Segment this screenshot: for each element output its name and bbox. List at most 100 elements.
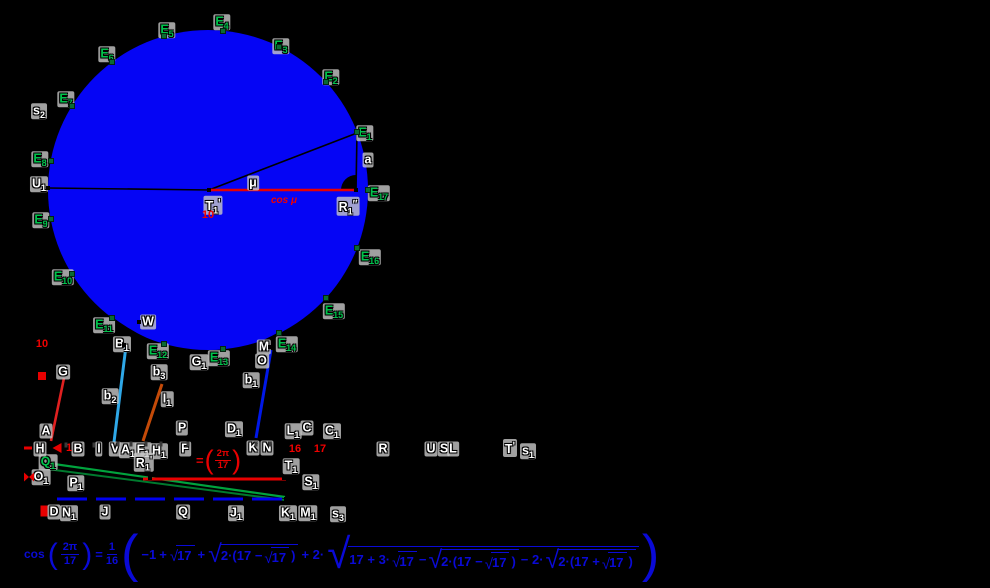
label-R[interactable]: R — [376, 441, 390, 457]
polygon-vertex-point[interactable] — [276, 330, 282, 336]
construction-point[interactable] — [122, 343, 126, 347]
label-O1[interactable]: O1 — [31, 469, 51, 486]
point-E13[interactable]: E13 — [207, 350, 231, 367]
label-C1[interactable]: C1 — [322, 423, 342, 440]
polygon-vertex-point[interactable] — [69, 271, 75, 277]
label-G1[interactable]: G1 — [189, 354, 209, 371]
polygon-vertex-point[interactable] — [365, 187, 371, 193]
label-T1[interactable]: T1 — [282, 458, 300, 475]
label-K[interactable]: K — [246, 440, 260, 456]
label-M1[interactable]: M1 — [298, 505, 318, 522]
label-U[interactable]: U — [424, 441, 438, 457]
polygon-vertex-point[interactable] — [220, 28, 226, 34]
construction-point[interactable] — [284, 497, 288, 501]
label-L[interactable]: L — [447, 441, 459, 457]
label-R1-prime[interactable]: R1' — [133, 452, 155, 473]
label-b1[interactable]: b1 — [242, 372, 260, 389]
label-A1[interactable]: A1 — [118, 442, 138, 459]
polygon-vertex-point[interactable] — [109, 59, 115, 65]
polygon-vertex-point[interactable] — [109, 315, 115, 321]
diameter-line-U1-T1[interactable] — [47, 187, 210, 191]
point-E4[interactable]: E4 — [213, 14, 231, 31]
point-E9[interactable]: E9 — [32, 212, 50, 229]
point-E16[interactable]: E16 — [358, 249, 382, 266]
label-s2[interactable]: s2 — [31, 103, 47, 120]
polygon-vertex-point[interactable] — [323, 295, 329, 301]
label-J1[interactable]: J1 — [228, 505, 244, 522]
black-line-E11-down[interactable] — [109, 319, 124, 438]
label-K1[interactable]: K1 — [278, 505, 298, 522]
label-A[interactable]: A — [39, 423, 53, 439]
label-S1[interactable]: S1 — [302, 474, 320, 491]
point-E3[interactable]: E3 — [272, 38, 290, 54]
label-P[interactable]: P — [175, 420, 189, 436]
polygon-vertex-point[interactable] — [161, 341, 167, 347]
label-G[interactable]: G — [56, 364, 70, 380]
label-mu[interactable]: μ — [247, 175, 259, 191]
cyan-line-b2[interactable] — [112, 345, 128, 443]
mu-equals-2pi-17-expression[interactable]: = ( 2π 17 ) — [196, 447, 241, 474]
label-T-prime[interactable]: T' — [502, 439, 518, 457]
label-O[interactable]: O — [255, 353, 269, 369]
construction-point[interactable] — [137, 320, 141, 324]
point-E17[interactable]: E17 — [367, 185, 391, 202]
label-R1-dblprime[interactable]: R1″ — [336, 196, 360, 217]
polygon-vertex-point[interactable] — [161, 33, 167, 39]
point-E8[interactable]: E8 — [31, 151, 49, 168]
construction-point[interactable] — [46, 186, 50, 190]
point-E7[interactable]: E7 — [57, 91, 75, 108]
label-J[interactable]: J — [99, 504, 111, 520]
point-E11[interactable]: E11 — [93, 317, 115, 334]
polygon-vertex-point[interactable] — [354, 245, 360, 251]
polygon-vertex-point[interactable] — [276, 44, 282, 50]
label-L1[interactable]: L1 — [284, 423, 302, 440]
green-line-O1-K1[interactable] — [46, 468, 286, 501]
label-C[interactable]: C — [300, 420, 314, 436]
label-b3[interactable]: b3 — [150, 364, 168, 381]
polygon-vertex-point[interactable] — [48, 216, 54, 222]
polygon-vertex-point[interactable] — [220, 346, 226, 352]
construction-point[interactable] — [282, 476, 286, 480]
label-Q[interactable]: Q — [176, 504, 190, 520]
label-H[interactable]: H — [33, 441, 47, 457]
point-Q1[interactable]: Q1 — [38, 454, 58, 471]
label-T1-prime[interactable]: T1' — [203, 195, 223, 216]
label-B[interactable]: B — [71, 441, 85, 457]
point-E5[interactable]: E5 — [158, 22, 176, 39]
polygon-vertex-point[interactable] — [48, 158, 54, 164]
label-H1[interactable]: H1 — [149, 443, 169, 460]
point-E15[interactable]: E15 — [322, 303, 346, 320]
point-E1[interactable]: E1 — [356, 125, 374, 142]
red-line-G-A[interactable] — [49, 377, 66, 442]
segment-a-E1-R1[interactable] — [355, 131, 358, 192]
construction-point[interactable] — [354, 188, 358, 192]
label-S[interactable]: S — [437, 441, 451, 457]
label-D[interactable]: D — [47, 504, 61, 520]
label-F[interactable]: F — [179, 441, 191, 457]
polygon-vertex-point[interactable] — [354, 129, 360, 135]
label-N[interactable]: N — [260, 440, 274, 456]
label-s3[interactable]: s3 — [330, 506, 346, 523]
label-I[interactable]: I — [95, 441, 103, 457]
point-E6[interactable]: E6 — [98, 46, 116, 63]
point-E14[interactable]: E14 — [275, 336, 299, 353]
label-s1[interactable]: s1 — [520, 443, 536, 460]
construction-point[interactable] — [207, 188, 211, 192]
label-D1[interactable]: D1 — [224, 421, 244, 438]
label-P1[interactable]: P1 — [67, 475, 85, 492]
point-E10[interactable]: E10 — [51, 269, 75, 286]
polygon-vertex-point[interactable] — [323, 79, 329, 85]
black-line-E14-C1[interactable] — [283, 336, 322, 430]
polygon-vertex-point[interactable] — [69, 103, 75, 109]
construction-point[interactable] — [268, 345, 272, 349]
label-N1[interactable]: N1 — [59, 505, 79, 522]
label-W[interactable]: W — [140, 314, 156, 330]
label-a[interactable]: a — [362, 152, 374, 168]
orange-line-b3[interactable] — [141, 383, 164, 442]
chord-T1-E1[interactable] — [208, 132, 358, 191]
label-I1[interactable]: I1 — [160, 391, 174, 408]
construction-point[interactable] — [148, 476, 152, 480]
label-b2[interactable]: b2 — [101, 388, 119, 405]
